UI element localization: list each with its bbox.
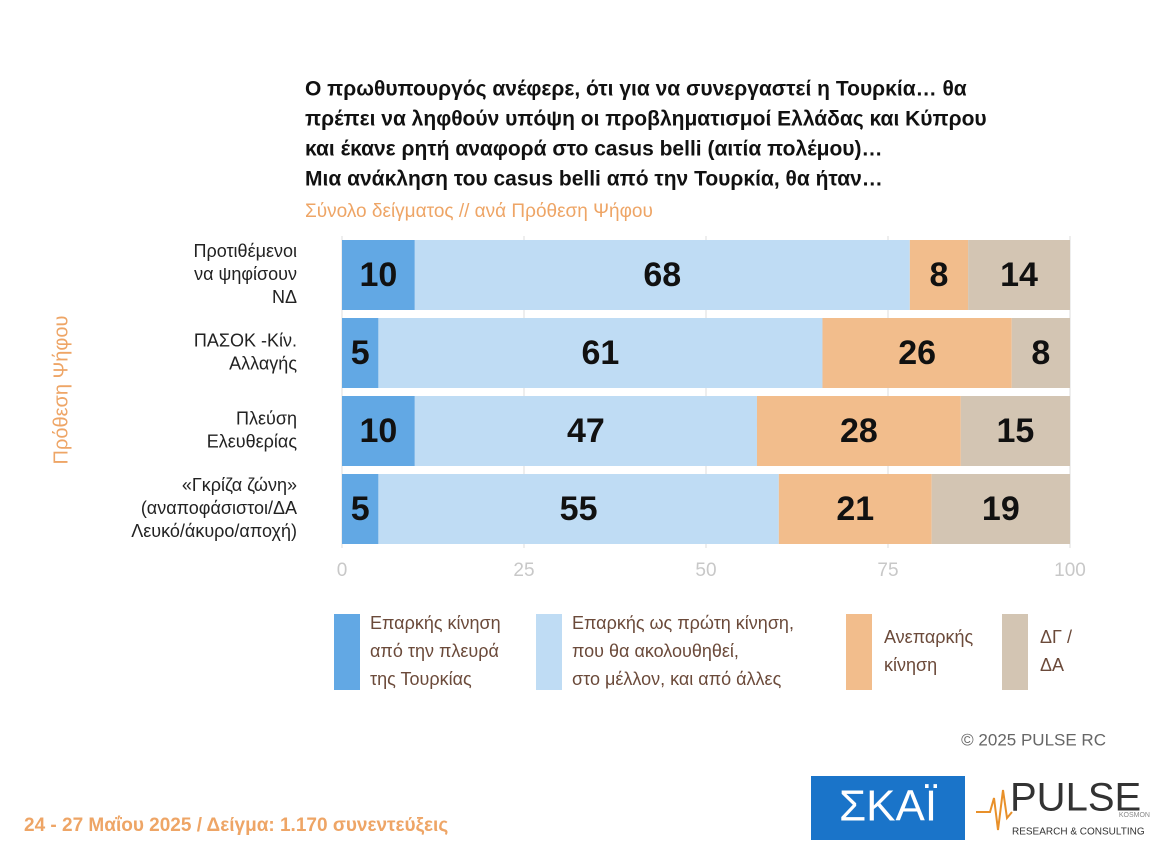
legend-label: Ανεπαρκής [884,627,974,647]
bar-segment [414,240,910,310]
category-label: «Γκρίζα ζώνη» [182,475,297,495]
pulse-logo-tag: KOSMON [1119,812,1150,819]
bar-segment [1011,318,1070,388]
legend-label: στο μέλλον, και από άλλες [572,669,782,689]
bar-segment [756,396,961,466]
category-label: (αναποφάσιστοι/ΔΑ [141,498,297,518]
data-label: 21 [836,490,874,528]
bar-segment [378,318,823,388]
data-label: 10 [359,412,397,450]
category-label: ΠΑΣΟΚ -Κίν. [194,330,297,350]
category-label: ΝΔ [272,287,297,307]
data-label: 26 [898,334,936,372]
legend-swatch [846,614,872,690]
category-label: Πλεύση [236,408,297,428]
skai-logo: ΣΚΑΪ [839,782,938,831]
bar-segment [342,474,379,544]
legend-label: ΔΑ [1040,655,1064,675]
chart-title: και έκανε ρητή αναφορά στο casus belli (… [305,138,883,161]
y-axis-label: Πρόθεση Ψήφου [50,316,72,465]
data-label: 10 [359,256,397,294]
pulse-logo-sub: RESEARCH & CONSULTING [1012,827,1145,838]
pulse-logo: PULSE [1010,776,1141,820]
data-label: 28 [840,412,878,450]
legend-swatch [536,614,562,690]
bar-segment [378,474,779,544]
pulse-logo-wave [976,789,1013,831]
legend-label: από την πλευρά [370,641,499,661]
footer: 24 - 27 Μαΐου 2025 / Δείγμα: 1.170 συνεν… [24,815,448,836]
chart-subtitle: Σύνολο δείγματος // ανά Πρόθεση Ψήφου [305,201,653,222]
bar-segment [968,240,1070,310]
bar-segment [778,474,932,544]
category-label: Προτιθέμενοι [193,241,297,261]
data-label: 8 [929,256,948,294]
legend-label: Επαρκής ως πρώτη κίνηση, [572,613,794,633]
legend-swatch [334,614,360,690]
category-label: να ψηφίσουν [194,264,297,284]
x-tick-label: 50 [695,560,716,581]
legend-label: ΔΓ / [1040,627,1072,647]
bar-segment [342,396,415,466]
category-label: Αλλαγής [229,353,297,373]
x-tick-label: 25 [513,560,534,581]
legend-label: κίνηση [884,655,937,675]
bar-segment [960,396,1070,466]
bar-segment [414,396,757,466]
bar-segment [342,240,415,310]
data-label: 5 [351,334,370,372]
chart-title: Μια ανάκληση του casus belli από την Του… [305,168,883,191]
data-label: 68 [643,256,681,294]
x-tick-label: 75 [877,560,898,581]
x-tick-label: 0 [337,560,348,581]
bar-segment [931,474,1070,544]
legend-label: Επαρκής κίνηση [370,613,501,633]
data-label: 8 [1031,334,1050,372]
category-label: Λευκό/άκυρο/αποχή) [131,521,297,541]
bar-segment [822,318,1012,388]
bar-segment [909,240,969,310]
legend-label: που θα ακολουθηθεί, [572,641,739,661]
data-label: 19 [982,490,1020,528]
copyright: © 2025 PULSE RC [961,730,1106,749]
data-label: 61 [582,334,620,372]
chart-title: Ο πρωθυπουργός ανέφερε, ότι για να συνερ… [305,78,967,101]
data-label: 47 [567,412,605,450]
bar-segment [342,318,379,388]
legend-label: της Τουρκίας [370,669,472,689]
chart-title: πρέπει να ληφθούν υπόψη οι προβληματισμο… [305,108,987,131]
category-label: Ελευθερίας [207,431,298,451]
data-label: 5 [351,490,370,528]
x-tick-label: 100 [1054,560,1086,581]
data-label: 55 [560,490,598,528]
skai-logo-box [811,776,965,840]
data-label: 15 [996,412,1034,450]
legend-swatch [1002,614,1028,690]
data-label: 14 [1000,256,1038,294]
